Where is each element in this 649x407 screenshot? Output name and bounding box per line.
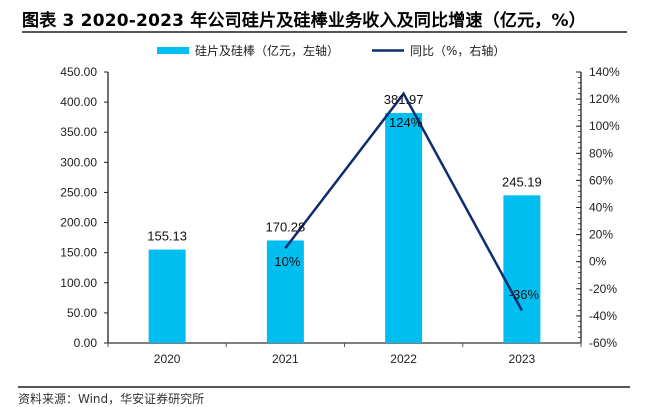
x-tick-label: 2021 [272, 352, 299, 366]
right-tick-label: 140% [589, 65, 620, 79]
bar-value-label: 381.97 [384, 92, 424, 107]
yoy-value-label: -36% [509, 287, 540, 302]
left-tick-label: 250.00 [60, 185, 97, 199]
left-axis: 0.00 50.00 100.00 150.00 200.00 250.00 300.00 3… [60, 65, 108, 350]
right-tick-label: 100% [589, 119, 620, 133]
footer-divider [18, 386, 630, 388]
right-tick-label: 60% [589, 173, 613, 187]
right-tick-label: -40% [589, 309, 617, 323]
left-tick-label: 300.00 [60, 155, 97, 169]
right-tick-label: 40% [589, 201, 613, 215]
bar-series [149, 113, 541, 343]
left-tick-label: 100.00 [60, 276, 97, 290]
data-labels: 155.13 170.28 381.97 245.19 10% 124% -36% [147, 92, 542, 302]
left-tick-label: 200.00 [60, 216, 97, 230]
left-tick-label: 400.00 [60, 95, 97, 109]
x-axis: 2020 2021 2022 2023 [108, 343, 581, 366]
right-tick-label: 0% [589, 255, 607, 269]
left-tick-label: 150.00 [60, 246, 97, 260]
right-tick-label: -20% [589, 282, 617, 296]
source-note: 资料来源：Wind，华安证券研究所 [18, 390, 204, 407]
legend: 硅片及硅棒（亿元，左轴） 同比（%，右轴） [157, 43, 505, 58]
bar-2020 [149, 250, 186, 343]
right-tick-label: 20% [589, 228, 613, 242]
right-tick-label: -60% [589, 336, 617, 350]
bar-value-label: 170.28 [265, 219, 305, 234]
left-tick-label: 450.00 [60, 65, 97, 79]
right-tick-label: 80% [589, 146, 613, 160]
left-tick-label: 50.00 [67, 306, 97, 320]
legend-swatch-bar [157, 47, 189, 54]
yoy-value-label: 124% [389, 115, 423, 130]
bar-2022 [385, 113, 422, 343]
bar-value-label: 155.13 [147, 229, 187, 244]
bar-2023 [503, 195, 540, 343]
x-tick-label: 2020 [154, 352, 181, 366]
legend-label-bar: 硅片及硅棒（亿元，左轴） [195, 43, 339, 58]
yoy-value-label: 10% [274, 254, 300, 269]
legend-label-line: 同比（%，右轴） [410, 43, 505, 58]
right-axis: -60% -40% -20% 0% 20% 40% 60% 80% 100% 120% 140% [576, 65, 620, 350]
right-tick-label: 120% [589, 92, 620, 106]
bar-value-label: 245.19 [502, 174, 542, 189]
left-tick-label: 350.00 [60, 125, 97, 139]
x-tick-label: 2022 [390, 352, 417, 366]
x-tick-label: 2023 [509, 352, 536, 366]
left-tick-label: 0.00 [74, 336, 98, 350]
